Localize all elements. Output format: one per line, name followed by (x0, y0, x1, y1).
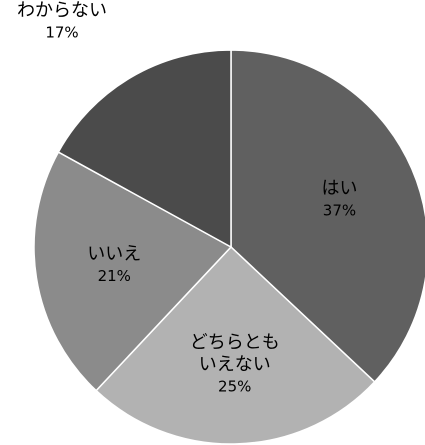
category-label-line: わからない (17, 0, 107, 21)
value-label: 17% (45, 24, 78, 42)
data-label: わからない 17% (17, 0, 107, 42)
pie-slice (95, 245, 376, 445)
category-label: いいえ (87, 243, 141, 264)
value-label: 37% (323, 202, 356, 220)
data-label: どちらともいえない 25% (190, 332, 280, 396)
category-label-line: いえない (199, 354, 271, 375)
category-label: はい (321, 178, 357, 199)
category-label: わからない (17, 0, 107, 21)
category-label-line: どちらとも (190, 332, 280, 353)
pie-slice (33, 151, 233, 392)
category-label: どちらともいえない (190, 332, 280, 375)
category-label-line: はい (321, 178, 357, 199)
category-label-line: いいえ (87, 243, 141, 264)
data-label: はい 37% (321, 178, 357, 220)
data-label: いいえ 21% (87, 243, 141, 284)
value-label: 25% (218, 378, 251, 396)
pie-slice (230, 49, 425, 383)
pie-slice (57, 49, 232, 249)
value-label: 21% (98, 267, 131, 285)
